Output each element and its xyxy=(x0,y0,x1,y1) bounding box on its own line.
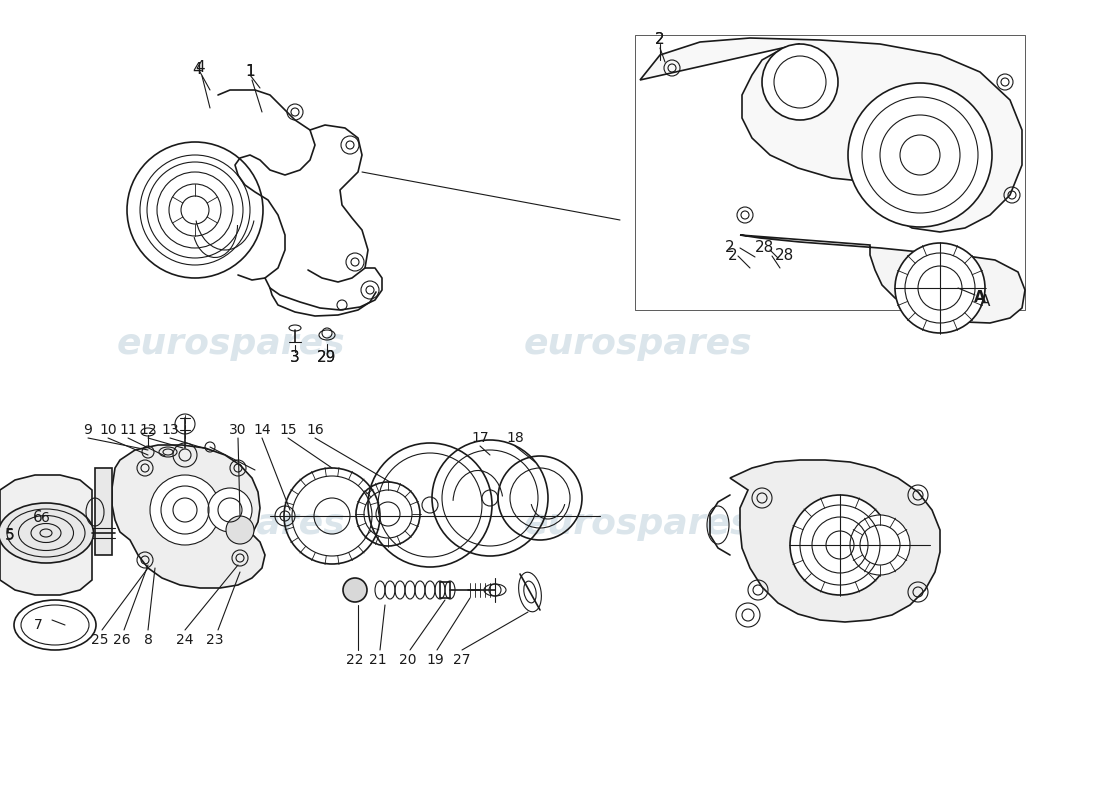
Text: 9: 9 xyxy=(84,423,92,437)
Text: 24: 24 xyxy=(176,633,194,647)
Text: 28: 28 xyxy=(776,247,794,262)
Text: 26: 26 xyxy=(113,633,131,647)
Polygon shape xyxy=(95,468,112,555)
Text: 12: 12 xyxy=(140,423,157,437)
Text: 15: 15 xyxy=(279,423,297,437)
Text: 2: 2 xyxy=(656,33,664,47)
Circle shape xyxy=(790,495,890,595)
Polygon shape xyxy=(0,475,92,595)
Text: 14: 14 xyxy=(253,423,271,437)
Text: A: A xyxy=(975,290,986,306)
Text: 6: 6 xyxy=(41,511,50,525)
Text: 4: 4 xyxy=(192,62,201,77)
Text: eurospares: eurospares xyxy=(117,327,345,361)
Text: A: A xyxy=(980,294,990,310)
Circle shape xyxy=(895,243,984,333)
Text: 19: 19 xyxy=(426,653,444,667)
Text: 3: 3 xyxy=(290,350,300,365)
Circle shape xyxy=(226,516,254,544)
Text: 2: 2 xyxy=(656,33,664,47)
Text: 5: 5 xyxy=(6,528,14,542)
Text: 25: 25 xyxy=(91,633,109,647)
Circle shape xyxy=(850,515,910,575)
Text: 13: 13 xyxy=(162,423,179,437)
Text: 29: 29 xyxy=(317,350,337,365)
Polygon shape xyxy=(730,460,940,622)
Text: 18: 18 xyxy=(506,431,524,445)
Text: 10: 10 xyxy=(99,423,117,437)
Text: 1: 1 xyxy=(245,65,255,79)
Text: 3: 3 xyxy=(290,350,300,365)
Ellipse shape xyxy=(0,503,94,563)
Polygon shape xyxy=(740,235,1025,323)
Text: 27: 27 xyxy=(453,653,471,667)
Circle shape xyxy=(848,83,992,227)
Text: 17: 17 xyxy=(471,431,488,445)
Text: eurospares: eurospares xyxy=(524,507,752,541)
Text: 22: 22 xyxy=(346,653,364,667)
Text: 16: 16 xyxy=(306,423,323,437)
Circle shape xyxy=(208,488,252,532)
Circle shape xyxy=(150,475,220,545)
Text: 11: 11 xyxy=(119,423,136,437)
Text: 4: 4 xyxy=(195,61,205,75)
Text: 7: 7 xyxy=(34,618,43,632)
Text: 2: 2 xyxy=(728,247,738,262)
Circle shape xyxy=(762,44,838,120)
Text: 30: 30 xyxy=(229,423,246,437)
Polygon shape xyxy=(640,38,1022,232)
Text: 28: 28 xyxy=(756,241,774,255)
Polygon shape xyxy=(635,35,1025,310)
Text: 1: 1 xyxy=(245,65,255,79)
Circle shape xyxy=(343,578,367,602)
Text: 21: 21 xyxy=(370,653,387,667)
Text: 29: 29 xyxy=(317,350,337,365)
Text: 20: 20 xyxy=(399,653,417,667)
Text: 5: 5 xyxy=(6,527,14,542)
Text: 6: 6 xyxy=(33,510,43,526)
Polygon shape xyxy=(112,445,265,588)
Text: eurospares: eurospares xyxy=(117,507,345,541)
Text: 8: 8 xyxy=(144,633,153,647)
Text: 2: 2 xyxy=(725,241,735,255)
Text: 23: 23 xyxy=(207,633,223,647)
Text: eurospares: eurospares xyxy=(524,327,752,361)
